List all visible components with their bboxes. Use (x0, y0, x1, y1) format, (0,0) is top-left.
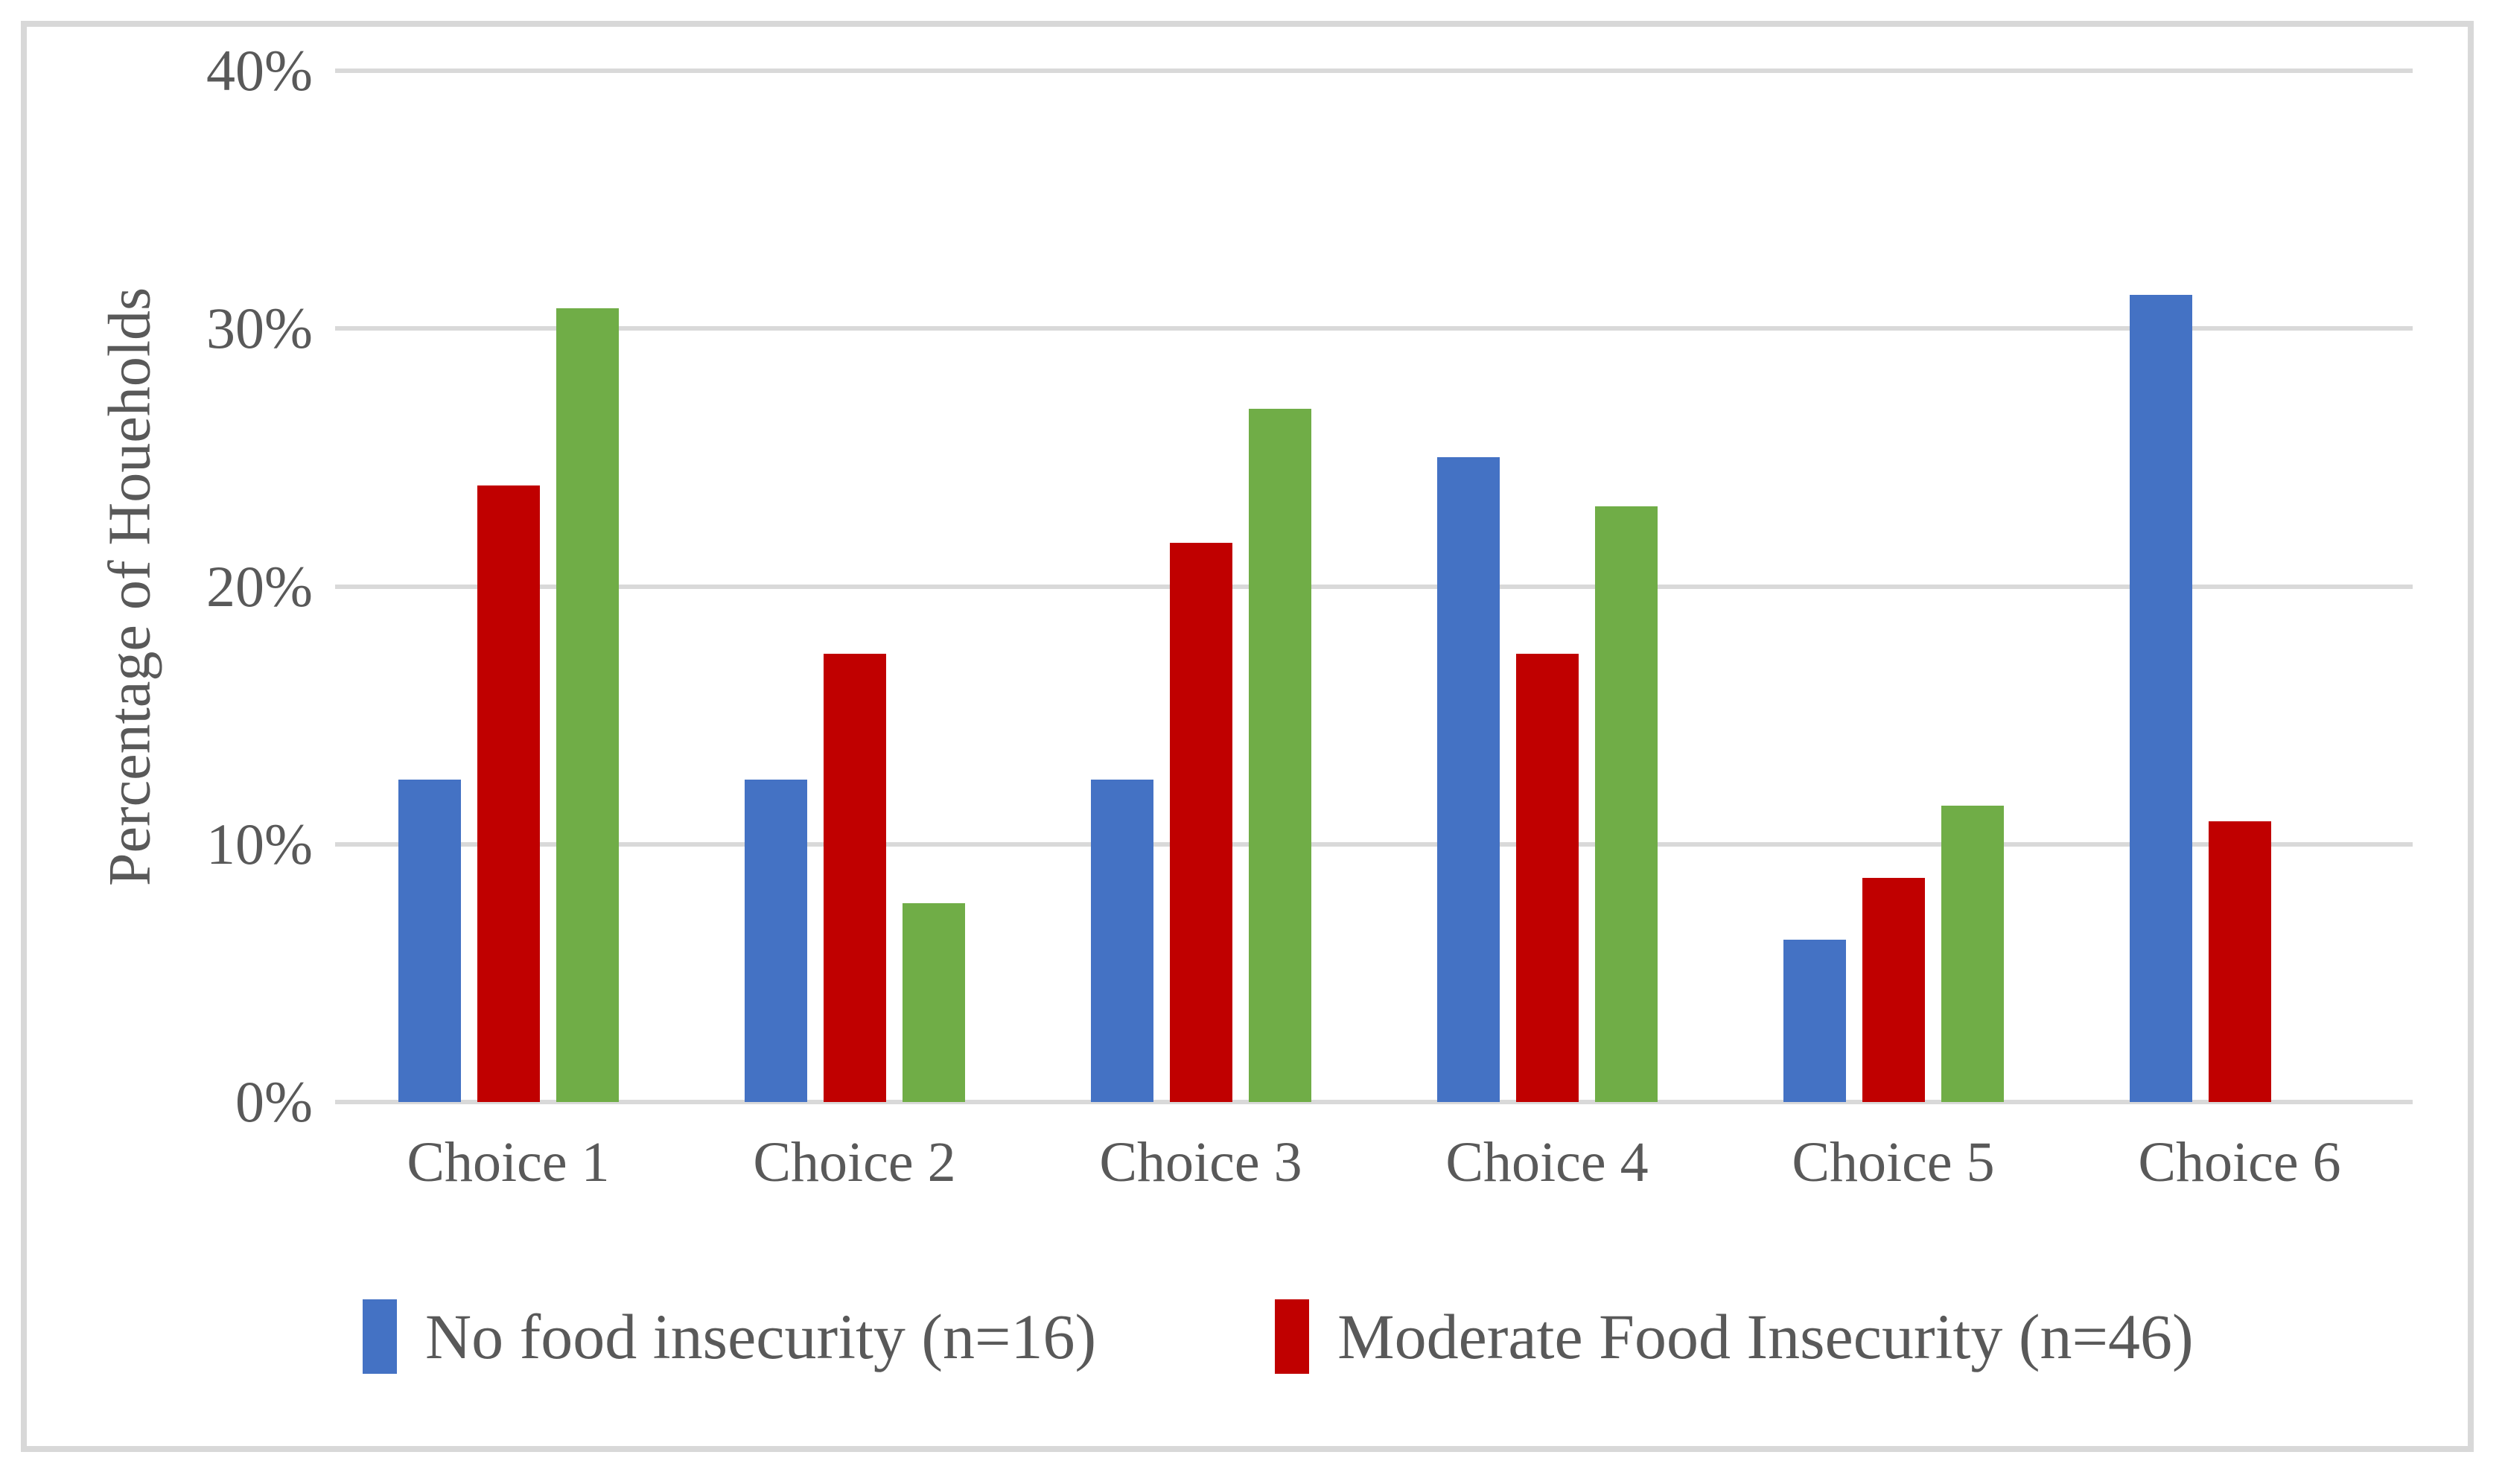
gridline (335, 841, 2413, 847)
chart-frame (21, 21, 2474, 1452)
bar-series-3-cat-2 (902, 903, 965, 1102)
gridlines (335, 69, 2413, 1104)
y-tick-label: 30% (206, 296, 313, 361)
bar-series-2-cat-2 (823, 653, 886, 1102)
x-axis-category-label: Choice 6 (2138, 1131, 2341, 1194)
x-labels: Choice 1 Choice 2 Choice 3 Choice 4 Choice 5… (335, 1130, 2413, 1195)
category-column (2066, 71, 2413, 1102)
gridline (335, 326, 2413, 331)
legend: No food insecurity (n=16) Moderate Food I… (0, 1299, 2505, 1374)
category-column (681, 71, 1028, 1102)
gridline (335, 1100, 2413, 1104)
bar-series-1-cat-1 (398, 780, 461, 1102)
x-axis-category-label: Choice 1 (407, 1131, 610, 1194)
x-axis-category-label: Choice 4 (1445, 1131, 1649, 1194)
bar-series-3-cat-4 (1594, 506, 1658, 1102)
legend-label: Moderate Food Insecurity (n=46) (1337, 1301, 2194, 1372)
x-axis-category-label: Choice 5 (1792, 1131, 1995, 1194)
bar-columns (335, 71, 2413, 1102)
gridline (335, 69, 2413, 73)
category-column (1720, 71, 2066, 1102)
legend-label: No food insecurity (n=16) (425, 1301, 1097, 1372)
gridline (335, 584, 2413, 589)
bar-series-2-cat-3 (1169, 542, 1232, 1102)
y-tick-label: 0% (235, 1069, 313, 1134)
bar-series-2-cat-1 (477, 485, 540, 1102)
legend-swatch (363, 1299, 397, 1374)
bar-series-1-cat-6 (2129, 295, 2192, 1102)
bar-series-1-cat-5 (1783, 939, 1846, 1102)
bar-series-2-cat-4 (1515, 653, 1579, 1102)
y-tick-label: 20% (206, 553, 313, 619)
category-column (335, 71, 681, 1102)
bar-series-3-cat-1 (556, 308, 619, 1102)
y-axis-title: Percentage of Houeholds (97, 287, 163, 886)
bar-series-3-cat-5 (1941, 805, 2004, 1102)
bar-series-3-cat-3 (1248, 408, 1311, 1102)
bar-series-2-cat-6 (2208, 821, 2271, 1102)
category-column (1374, 71, 1720, 1102)
bar-series-1-cat-3 (1090, 780, 1153, 1102)
x-axis-category-label: Choice 3 (1099, 1131, 1302, 1194)
legend-swatch (1275, 1299, 1310, 1374)
x-axis-category-label: Choice 2 (753, 1131, 956, 1194)
legend-item: No food insecurity (n=16) (363, 1299, 1096, 1374)
bar-series-1-cat-2 (744, 780, 807, 1102)
bar-series-2-cat-5 (1862, 877, 1925, 1102)
y-tick-label: 40% (206, 38, 313, 103)
category-column (1028, 71, 1374, 1102)
legend-item: Moderate Food Insecurity (n=46) (1275, 1299, 2194, 1374)
bar-series-1-cat-4 (1436, 457, 1500, 1102)
y-tick-label: 10% (206, 811, 313, 876)
